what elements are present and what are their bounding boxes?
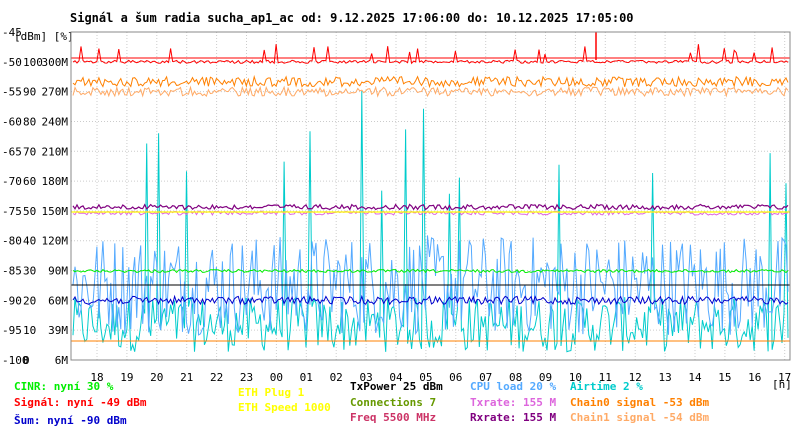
y-tick-rate: 180M — [42, 175, 69, 188]
y-tick-dbm: -80 — [2, 235, 22, 248]
x-tick-label: 05 — [419, 371, 432, 384]
x-tick-label: 17 — [778, 371, 791, 384]
legend-chain0: Chain0 signal -53 dBm — [570, 396, 709, 409]
x-tick-label: 03 — [359, 371, 372, 384]
x-tick-label: 13 — [658, 371, 671, 384]
x-unit-label: [h] — [772, 378, 792, 391]
series-chain1 — [72, 85, 789, 98]
y-tick-dbm: -90 — [2, 294, 22, 307]
legend-eth-speed: ETH Speed 1000 — [238, 401, 331, 414]
x-tick-label: 11 — [599, 371, 612, 384]
legend-cpu-load: CPU load 20 % — [470, 380, 556, 393]
y-tick-pct: 80 — [23, 115, 36, 128]
series-layer — [72, 44, 789, 353]
y-tick-dbm: -75 — [2, 205, 22, 218]
y-tick-dbm: -65 — [2, 145, 22, 158]
x-tick-label: 15 — [718, 371, 731, 384]
y-tick-pct: 40 — [23, 235, 36, 248]
reference-lines — [71, 32, 790, 342]
legend-txrate: Txrate: 155 M — [470, 396, 556, 409]
x-axis-ticks: 18 19 20 21 22 23 00 01 02 03 04 05 06 07 08 09 10 11 12 13… — [90, 371, 791, 384]
y-tick-dbm: -55 — [2, 86, 22, 99]
y-tick-rate: 300M — [42, 56, 69, 69]
x-tick-label: 08 — [509, 371, 522, 384]
series-signal — [72, 44, 789, 65]
y-tick-rate: 270M — [42, 86, 69, 99]
x-tick-label: 16 — [748, 371, 761, 384]
x-tick-label: 00 — [270, 371, 283, 384]
x-tick-label: 23 — [240, 371, 253, 384]
x-tick-label: 20 — [150, 371, 163, 384]
y-tick-dbm: -70 — [2, 175, 22, 188]
y-tick-pct: 30 — [23, 265, 36, 278]
legend-chain1: Chain1 signal -54 dBm — [570, 411, 709, 424]
y-tick-rate: 210M — [42, 145, 69, 158]
x-tick-label: 01 — [300, 371, 313, 384]
series-chain0 — [72, 74, 789, 89]
series-noise — [72, 294, 789, 306]
y-tick-dbm: -60 — [2, 115, 22, 128]
x-tick-label: 07 — [479, 371, 492, 384]
y-tick-dbm: -50 — [2, 56, 22, 69]
x-tick-label: 06 — [449, 371, 462, 384]
y-tick-dbm: -95 — [2, 324, 22, 337]
x-tick-label: 21 — [180, 371, 193, 384]
y-tick-pct: 20 — [23, 294, 36, 307]
legend: CINR: nyní 30 % Signál: nyní -49 dBm Šum… — [14, 380, 709, 427]
y-tick-pct: 0 — [23, 354, 30, 367]
y-tick-rate: 6M — [55, 354, 69, 367]
series-rxrate — [72, 203, 789, 211]
y-unit-label: [dBm] [%] — [14, 30, 74, 43]
y-tick-dbm: -100 — [2, 354, 29, 367]
y-tick-rate: 90M — [48, 265, 68, 278]
legend-airtime: Airtime 2 % — [570, 380, 643, 393]
x-tick-label: 22 — [210, 371, 223, 384]
chart-title: Signál a šum radia sucha_ap1_ac od: 9.12… — [70, 11, 634, 26]
legend-noise: Šum: nyní -90 dBm — [14, 414, 127, 427]
x-tick-label: 09 — [539, 371, 552, 384]
y-tick-rate: 120M — [42, 235, 69, 248]
legend-cinr: CINR: nyní 30 % — [14, 380, 114, 393]
x-tick-label: 19 — [120, 371, 133, 384]
y-tick-rate: 60M — [48, 294, 68, 307]
y-tick-dbm: -45 — [2, 26, 22, 39]
x-tick-label: 14 — [688, 371, 702, 384]
y-tick-rate: 240M — [42, 115, 69, 128]
y-tick-rate: 150M — [42, 205, 69, 218]
series-cpu-load — [72, 235, 789, 336]
y-tick-dbm: -85 — [2, 265, 22, 278]
y-tick-pct: 60 — [23, 175, 36, 188]
y-tick-pct: 100 — [23, 56, 43, 69]
y-tick-rate: 39M — [48, 324, 68, 337]
plot-frame — [70, 31, 791, 361]
y-tick-pct: 50 — [23, 205, 36, 218]
x-tick-label: 12 — [629, 371, 642, 384]
x-tick-label: 10 — [569, 371, 582, 384]
series-txrate — [72, 209, 789, 217]
legend-signal: Signál: nyní -49 dBm — [14, 396, 147, 409]
y-tick-pct: 90 — [23, 86, 36, 99]
y-tick-pct: 10 — [23, 324, 36, 337]
legend-eth-plug: ETH Plug 1 — [238, 386, 305, 399]
x-tick-label: 04 — [389, 371, 403, 384]
y-tick-pct: 70 — [23, 145, 36, 158]
legend-connections: Connections 7 — [350, 396, 436, 409]
legend-rxrate: Rxrate: 155 M — [470, 411, 556, 424]
legend-txpower: TxPower 25 dBm — [350, 380, 443, 393]
legend-freq: Freq 5500 MHz — [350, 411, 436, 424]
series-cinr — [72, 268, 789, 274]
x-tick-label: 18 — [90, 371, 103, 384]
x-tick-label: 02 — [330, 371, 343, 384]
